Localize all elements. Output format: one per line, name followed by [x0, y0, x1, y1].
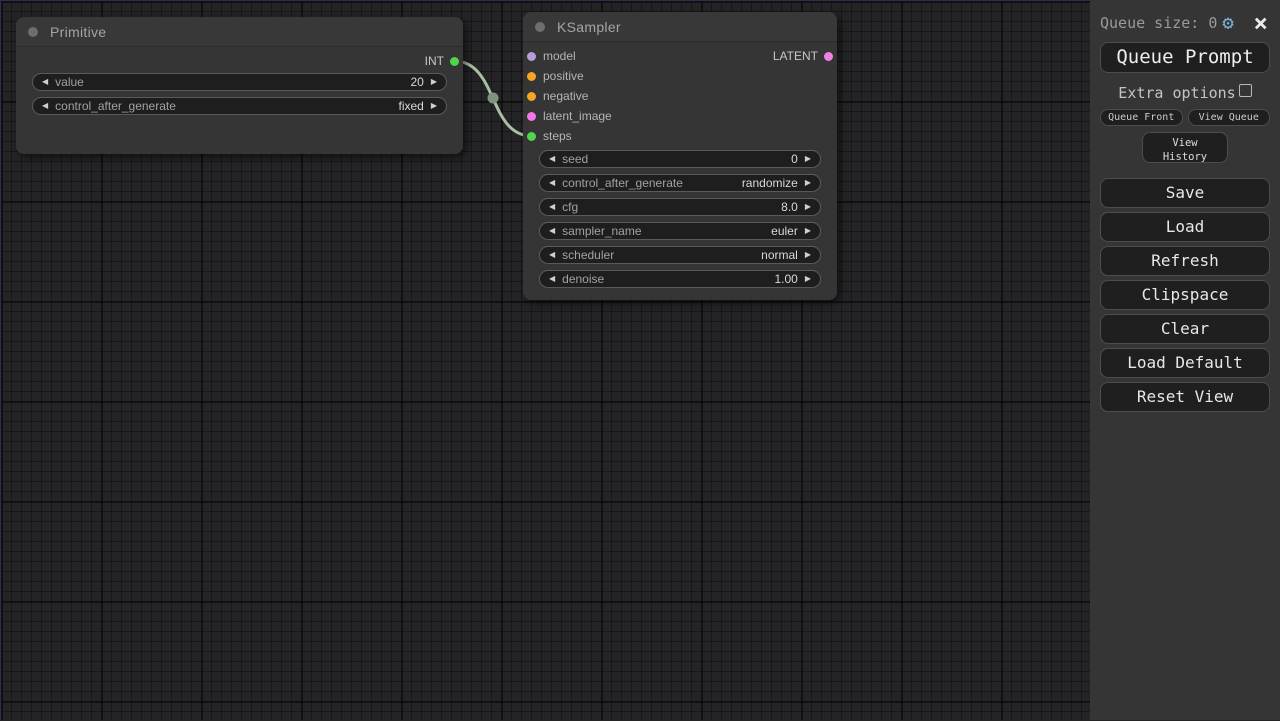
- settings-gear-icon[interactable]: ⚙: [1222, 11, 1234, 34]
- input-port-label: latent_image: [543, 109, 612, 123]
- input-port-label: negative: [543, 89, 589, 103]
- input-port-label: steps: [543, 129, 572, 143]
- widget-label: scheduler: [562, 248, 615, 262]
- extra-options-checkbox[interactable]: [1238, 84, 1252, 97]
- clear-button[interactable]: Clear: [1100, 314, 1270, 344]
- increment-arrow-icon[interactable]: ▶: [804, 226, 811, 235]
- widget-label: control_after_generate: [55, 99, 176, 113]
- reset-view-button[interactable]: Reset View: [1100, 382, 1270, 412]
- input-port-dot-steps[interactable]: [527, 131, 536, 141]
- widget-value-text: randomize: [741, 176, 798, 190]
- widget-value-text: 8.0: [781, 200, 798, 214]
- input-port-label: model: [543, 49, 576, 63]
- view-history-line1: View: [1172, 137, 1198, 149]
- input-port-dot-model[interactable]: [527, 51, 536, 61]
- widget-label: control_after_generate: [562, 176, 683, 190]
- widget-label: value: [55, 75, 84, 89]
- increment-arrow-icon[interactable]: ▶: [804, 178, 811, 187]
- extra-options-label: Extra options: [1118, 84, 1236, 102]
- widget-seed[interactable]: ◀ seed 0 ▶: [539, 150, 821, 168]
- increment-arrow-icon[interactable]: ▶: [430, 77, 437, 86]
- link-wire-int-to-steps: [453, 59, 533, 138]
- increment-arrow-icon[interactable]: ▶: [804, 154, 811, 163]
- queue-prompt-button[interactable]: Queue Prompt: [1100, 42, 1270, 73]
- widget-sampler-name[interactable]: ◀ sampler_name euler ▶: [539, 222, 821, 240]
- input-port-dot-positive[interactable]: [527, 71, 536, 81]
- decrement-arrow-icon[interactable]: ◀: [549, 202, 556, 211]
- output-slot-label: INT: [424, 54, 444, 68]
- refresh-button[interactable]: Refresh: [1100, 246, 1270, 276]
- widget-value-text: 20: [410, 75, 424, 89]
- save-button[interactable]: Save: [1100, 178, 1270, 208]
- output-port-row-int: INT: [16, 51, 463, 71]
- port-row-model-latent: model LATENT: [523, 46, 837, 66]
- queue-size-label: Queue size: 0: [1100, 14, 1218, 32]
- menu-buttons: Save Load Refresh Clipspace Clear Load D…: [1100, 178, 1270, 412]
- widget-value-text: euler: [771, 224, 798, 238]
- queue-actions-row: Queue Front View Queue: [1100, 109, 1270, 126]
- port-row-steps: steps: [523, 126, 837, 146]
- node-graph-canvas[interactable]: Primitive INT ◀ value 20 ▶ ◀ control_aft…: [0, 0, 1090, 720]
- widget-label: cfg: [562, 200, 579, 214]
- node-title: KSampler: [557, 18, 621, 35]
- widget-scheduler[interactable]: ◀ scheduler normal ▶: [539, 246, 821, 264]
- link-midpoint-dot[interactable]: [487, 92, 499, 104]
- widget-label: seed: [562, 152, 589, 166]
- widget-denoise[interactable]: ◀ denoise 1.00 ▶: [539, 270, 821, 288]
- node-ksampler[interactable]: KSampler model LATENT positive: [523, 12, 837, 300]
- input-port-label: positive: [543, 69, 584, 83]
- widget-label: denoise: [562, 272, 605, 286]
- decrement-arrow-icon[interactable]: ◀: [549, 226, 556, 235]
- queue-header: Queue size: 0 ⚙ ×: [1100, 10, 1270, 36]
- input-port-dot-negative[interactable]: [527, 91, 536, 101]
- widget-value-text: 0: [791, 152, 798, 166]
- widget-cfg[interactable]: ◀ cfg 8.0 ▶: [539, 198, 821, 216]
- increment-arrow-icon[interactable]: ▶: [430, 101, 437, 110]
- decrement-arrow-icon[interactable]: ◀: [549, 274, 556, 283]
- decrement-arrow-icon[interactable]: ◀: [42, 101, 49, 110]
- widget-label: sampler_name: [562, 224, 642, 238]
- decrement-arrow-icon[interactable]: ◀: [549, 250, 556, 259]
- widget-value-text: fixed: [398, 99, 424, 113]
- node-primitive[interactable]: Primitive INT ◀ value 20 ▶ ◀ control_aft…: [16, 17, 463, 154]
- collapse-dot-icon[interactable]: [28, 26, 38, 37]
- increment-arrow-icon[interactable]: ▶: [804, 202, 811, 211]
- node-primitive-header[interactable]: Primitive: [16, 17, 463, 47]
- widget-value-text: normal: [761, 248, 798, 262]
- output-slot-label: LATENT: [772, 49, 818, 63]
- increment-arrow-icon[interactable]: ▶: [804, 250, 811, 259]
- collapse-dot-icon[interactable]: [535, 21, 545, 32]
- output-port-dot-int[interactable]: [450, 56, 459, 66]
- close-icon[interactable]: ×: [1253, 9, 1268, 37]
- input-port-dot-latent-image[interactable]: [527, 111, 536, 121]
- sidebar-menu: Queue size: 0 ⚙ × Queue Prompt Extra opt…: [1090, 0, 1280, 720]
- widget-control-after-generate[interactable]: ◀ control_after_generate fixed ▶: [32, 97, 447, 115]
- port-row-latent-image: latent_image: [523, 106, 837, 126]
- clipspace-button[interactable]: Clipspace: [1100, 280, 1270, 310]
- decrement-arrow-icon[interactable]: ◀: [42, 77, 49, 86]
- port-row-negative: negative: [523, 86, 837, 106]
- load-button[interactable]: Load: [1100, 212, 1270, 242]
- port-row-positive: positive: [523, 66, 837, 86]
- widget-control-after-generate[interactable]: ◀ control_after_generate randomize ▶: [539, 174, 821, 192]
- view-history-button[interactable]: View History: [1142, 132, 1228, 163]
- widget-value-text: 1.00: [774, 272, 798, 286]
- node-ksampler-header[interactable]: KSampler: [523, 12, 837, 42]
- widget-value[interactable]: ◀ value 20 ▶: [32, 73, 447, 91]
- view-queue-button[interactable]: View Queue: [1187, 109, 1270, 126]
- node-title: Primitive: [50, 23, 107, 40]
- output-port-dot-latent[interactable]: [824, 51, 833, 61]
- decrement-arrow-icon[interactable]: ◀: [549, 178, 556, 187]
- extra-options-row: Extra options: [1100, 84, 1270, 102]
- view-history-line2: History: [1162, 151, 1208, 164]
- decrement-arrow-icon[interactable]: ◀: [549, 154, 556, 163]
- increment-arrow-icon[interactable]: ▶: [804, 274, 811, 283]
- load-default-button[interactable]: Load Default: [1100, 348, 1270, 378]
- queue-front-button[interactable]: Queue Front: [1100, 109, 1183, 126]
